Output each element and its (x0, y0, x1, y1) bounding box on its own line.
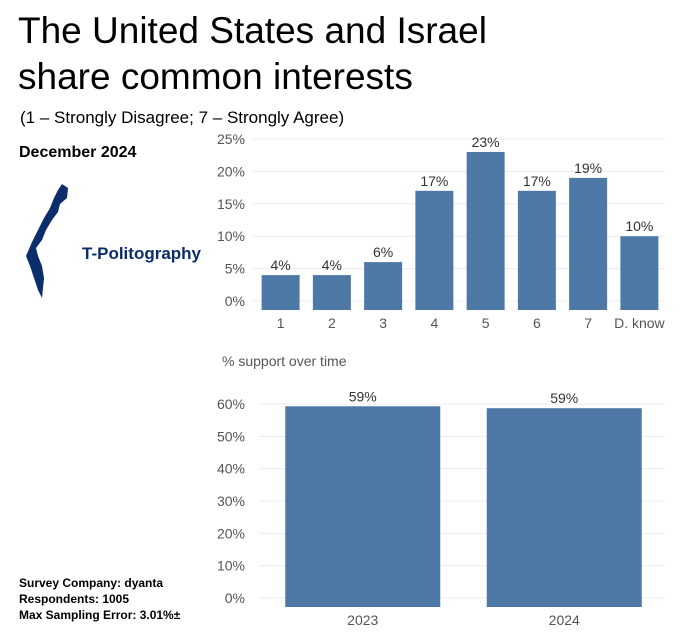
c1-value-label: 23% (472, 134, 500, 150)
c1-value-label: 19% (574, 160, 602, 176)
logo-text: T-Politography (82, 244, 201, 263)
sampling-error: Max Sampling Error: 3.01%± (19, 608, 181, 622)
c1-bar (415, 190, 454, 310)
c1-y-tick-label: 20% (217, 163, 245, 179)
c1-y-tick-label: 15% (217, 196, 245, 212)
chart-2-title: % support over time (222, 353, 347, 369)
c1-x-tick-label: 2 (328, 315, 336, 331)
c1-value-label: 17% (523, 173, 551, 189)
c1-x-tick-label: 5 (482, 315, 490, 331)
page-title: The United States and Israel share commo… (18, 8, 487, 100)
c2-bar (285, 406, 441, 607)
title-line-1: The United States and Israel (18, 10, 487, 51)
c2-y-tick-label: 40% (217, 461, 245, 477)
title-line-2: share common interests (18, 56, 413, 97)
c1-value-label: 4% (322, 257, 342, 273)
israel-map-icon (26, 184, 68, 298)
c1-x-tick-label: 6 (533, 315, 541, 331)
c1-y-tick-label: 25% (217, 131, 245, 147)
c1-bar (569, 177, 608, 310)
c2-value-label: 59% (550, 390, 578, 406)
c1-x-tick-label: 7 (584, 315, 592, 331)
c2-y-tick-label: 30% (217, 493, 245, 509)
c2-x-tick-label: 2024 (549, 612, 580, 628)
c2-y-tick-label: 0% (225, 590, 245, 606)
c2-y-tick-label: 50% (217, 428, 245, 444)
logo: T-Politography (24, 182, 201, 302)
c2-y-tick-label: 10% (217, 558, 245, 574)
respondents-count: Respondents: 1005 (19, 592, 130, 606)
survey-info: Survey Company: dyanta Respondents: 1005… (19, 575, 180, 623)
c2-x-tick-label: 2023 (347, 612, 378, 628)
c1-x-tick-label: 4 (430, 315, 438, 331)
c1-bar (517, 190, 556, 310)
c1-y-tick-label: 5% (225, 261, 245, 277)
c1-value-label: 4% (271, 257, 291, 273)
c1-value-label: 10% (625, 218, 653, 234)
c2-value-label: 59% (349, 388, 377, 404)
c1-bar (466, 151, 505, 310)
c2-bar (486, 408, 642, 607)
c1-value-label: 17% (420, 173, 448, 189)
c2-y-tick-label: 60% (217, 396, 245, 412)
c1-value-label: 6% (373, 244, 393, 260)
c1-bar (620, 236, 659, 310)
c1-bar (312, 275, 351, 310)
page-subtitle: (1 – Strongly Disagree; 7 – Strongly Agr… (20, 108, 345, 127)
c1-y-tick-label: 10% (217, 228, 245, 244)
c1-bar (364, 262, 403, 310)
c2-y-tick-label: 20% (217, 525, 245, 541)
c1-bar (261, 275, 300, 310)
c1-x-tick-label: 1 (277, 315, 285, 331)
c1-y-tick-label: 0% (225, 293, 245, 309)
survey-company: Survey Company: dyanta (19, 576, 164, 590)
c1-x-tick-label: D. know (614, 315, 665, 331)
survey-date: December 2024 (19, 144, 137, 161)
c1-x-tick-label: 3 (379, 315, 387, 331)
